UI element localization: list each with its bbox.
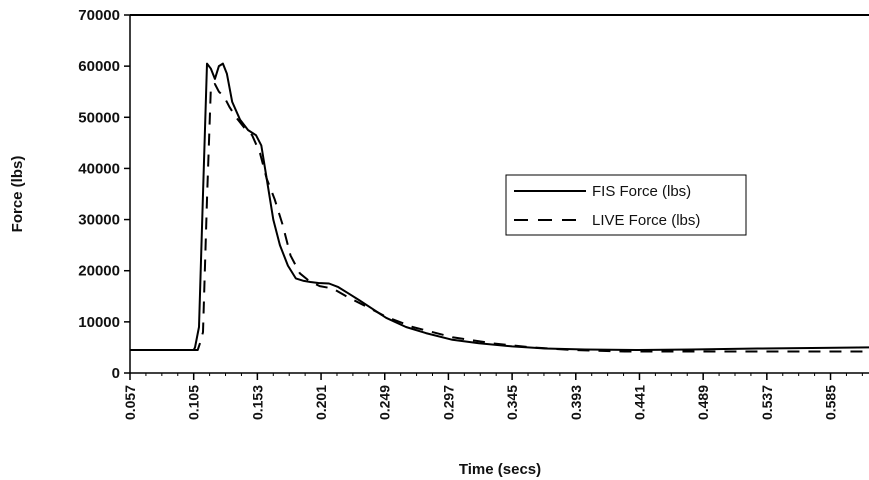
x-tick-label: 0.201 — [313, 385, 329, 420]
x-tick-label: 0.585 — [823, 385, 839, 420]
series-line-fis-force — [130, 62, 869, 351]
y-tick-label: 40000 — [78, 160, 120, 177]
legend-box — [505, 174, 747, 236]
y-tick-label: 30000 — [78, 212, 120, 229]
y-tick-label: 10000 — [78, 314, 120, 331]
y-tick-label: 70000 — [78, 7, 120, 24]
x-tick-label: 0.345 — [504, 385, 520, 420]
x-tick-label: 0.105 — [186, 385, 202, 420]
x-tick-label: 0.297 — [440, 385, 456, 420]
x-tick-label: 0.393 — [568, 385, 584, 420]
series-layer — [130, 62, 869, 353]
y-tick-label: 60000 — [78, 58, 120, 75]
legend-label-fis: FIS Force (lbs) — [592, 183, 691, 200]
x-tick-label: 0.441 — [631, 385, 647, 420]
x-tick-label: 0.057 — [122, 385, 138, 420]
y-tick-label: 0 — [112, 365, 120, 382]
x-tick-label: 0.489 — [695, 385, 711, 420]
y-tick-label: 20000 — [78, 263, 120, 280]
x-axis-title: Time (secs) — [459, 461, 541, 478]
series-line-live-force — [130, 83, 869, 353]
y-tick-label: 50000 — [78, 109, 120, 126]
y-axis-title: Force (lbs) — [9, 156, 26, 233]
legend: FIS Force (lbs) LIVE Force (lbs) — [505, 174, 747, 236]
x-tick-label: 0.249 — [377, 385, 393, 420]
y-axis-ticks: 70000 60000 50000 40000 30000 20000 10000 0 — [78, 7, 130, 382]
x-tick-label: 0.153 — [249, 385, 265, 420]
x-tick-label: 0.537 — [759, 385, 775, 420]
x-axis-ticks: 0.057 0.105 0.153 0.201 0.249 0.297 0.345 0.393… — [122, 373, 863, 420]
legend-label-live: LIVE Force (lbs) — [592, 212, 700, 229]
